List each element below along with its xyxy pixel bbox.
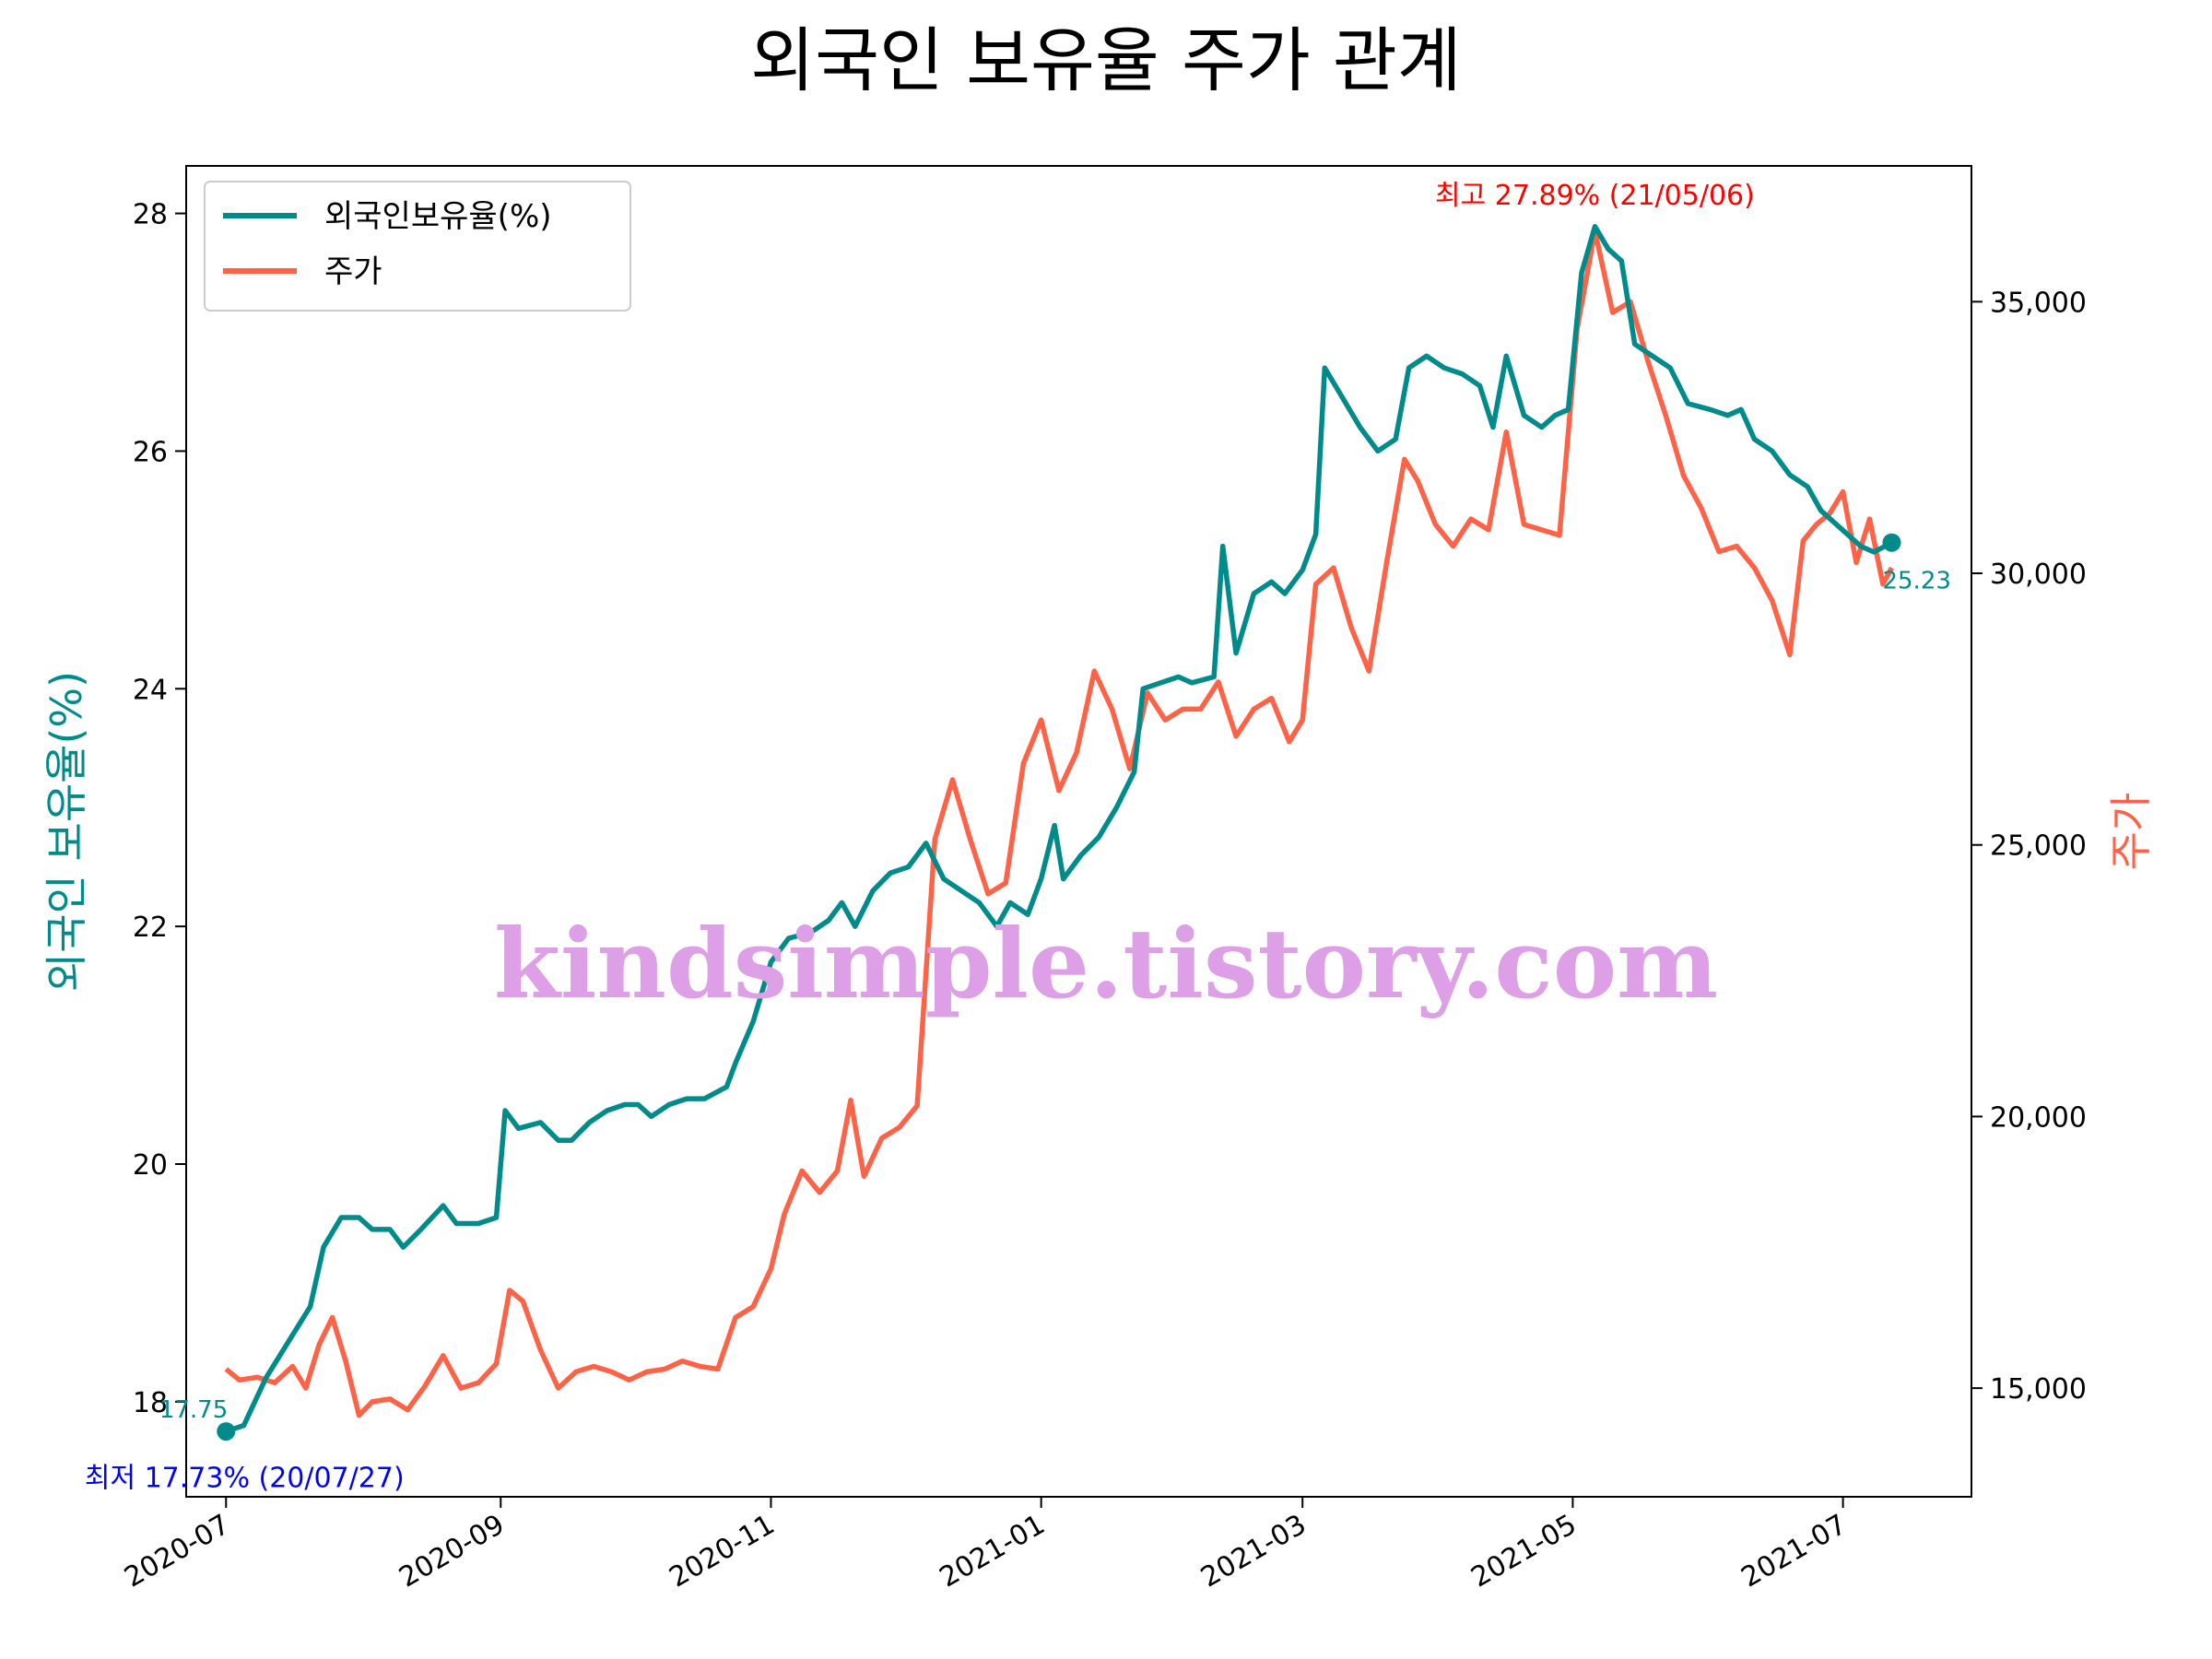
- y-axis-right: 15,000 20,000 25,000 30,000 35,000: [1971, 287, 2087, 1406]
- x-tick-label: 2021-03: [1195, 1509, 1312, 1594]
- series-layer: [217, 224, 1901, 1441]
- y-left-tick-label: 22: [133, 912, 168, 944]
- x-tick-label: 2020-11: [664, 1509, 780, 1594]
- y-right-tick-label: 30,000: [1990, 559, 2087, 591]
- marker-first-value: [217, 1422, 236, 1441]
- y-axis-right-label: 주가: [2106, 793, 2156, 871]
- legend: 외국인보유율(%) 주가: [204, 181, 631, 312]
- marker-last-value: [1882, 533, 1901, 552]
- legend-label-price: 주가: [324, 253, 382, 290]
- series-line-price: [224, 228, 1894, 1418]
- y-right-tick-label: 15,000: [1990, 1373, 2087, 1406]
- x-tick-label: 2020-07: [119, 1509, 235, 1594]
- y-right-tick-label: 35,000: [1990, 287, 2087, 319]
- y-left-tick-label: 26: [133, 436, 168, 468]
- legend-box: [204, 181, 631, 312]
- plot-area: [185, 165, 1972, 1498]
- annotation-min: 최저 17.73% (20/07/27): [85, 1463, 405, 1495]
- x-tick-label: 2021-01: [935, 1509, 1051, 1594]
- y-left-tick-label: 20: [133, 1149, 168, 1182]
- y-left-tick-label: 24: [133, 674, 168, 706]
- y-right-tick-label: 20,000: [1990, 1101, 2087, 1134]
- annotation-layer: 최고 27.89% (21/05/06) 최저 17.73% (20/07/27…: [85, 180, 1951, 1495]
- annotation-max: 최고 27.89% (21/05/06): [1435, 180, 1755, 212]
- x-tick-label: 2021-05: [1465, 1509, 1582, 1594]
- legend-label-foreign-ratio: 외국인보유율(%): [324, 198, 552, 235]
- y-axis-left-label: 외국인 보유율(%): [41, 671, 91, 992]
- series-line-foreign-ratio: [225, 224, 1893, 1434]
- y-left-tick-label: 18: [133, 1387, 168, 1419]
- x-axis: 2020-07 2020-09 2020-11 2021-01 2021-03 2021-…: [119, 1497, 1853, 1594]
- y-right-tick-label: 25,000: [1990, 830, 2087, 863]
- annotation-first-value: 17.75: [159, 1396, 228, 1424]
- y-axis-left: 18 20 22 24 26 28: [133, 199, 186, 1419]
- watermark: kindsimple.tistory.com: [494, 907, 1718, 1020]
- y-left-tick-label: 28: [133, 199, 168, 231]
- x-tick-label: 2020-09: [394, 1509, 510, 1594]
- chart-title: 외국인 보유율 주가 관계: [750, 19, 1462, 101]
- plot-frame: [185, 165, 1972, 1498]
- annotation-last-value: 25.23: [1882, 568, 1950, 595]
- x-tick-label: 2021-07: [1736, 1509, 1853, 1594]
